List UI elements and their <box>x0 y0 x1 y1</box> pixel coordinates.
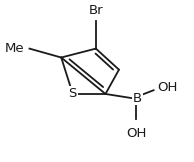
Text: S: S <box>69 87 77 100</box>
Text: Br: Br <box>88 4 103 17</box>
Text: OH: OH <box>157 81 178 94</box>
Text: Me: Me <box>5 42 25 55</box>
Text: B: B <box>133 92 142 104</box>
Text: OH: OH <box>126 127 146 140</box>
